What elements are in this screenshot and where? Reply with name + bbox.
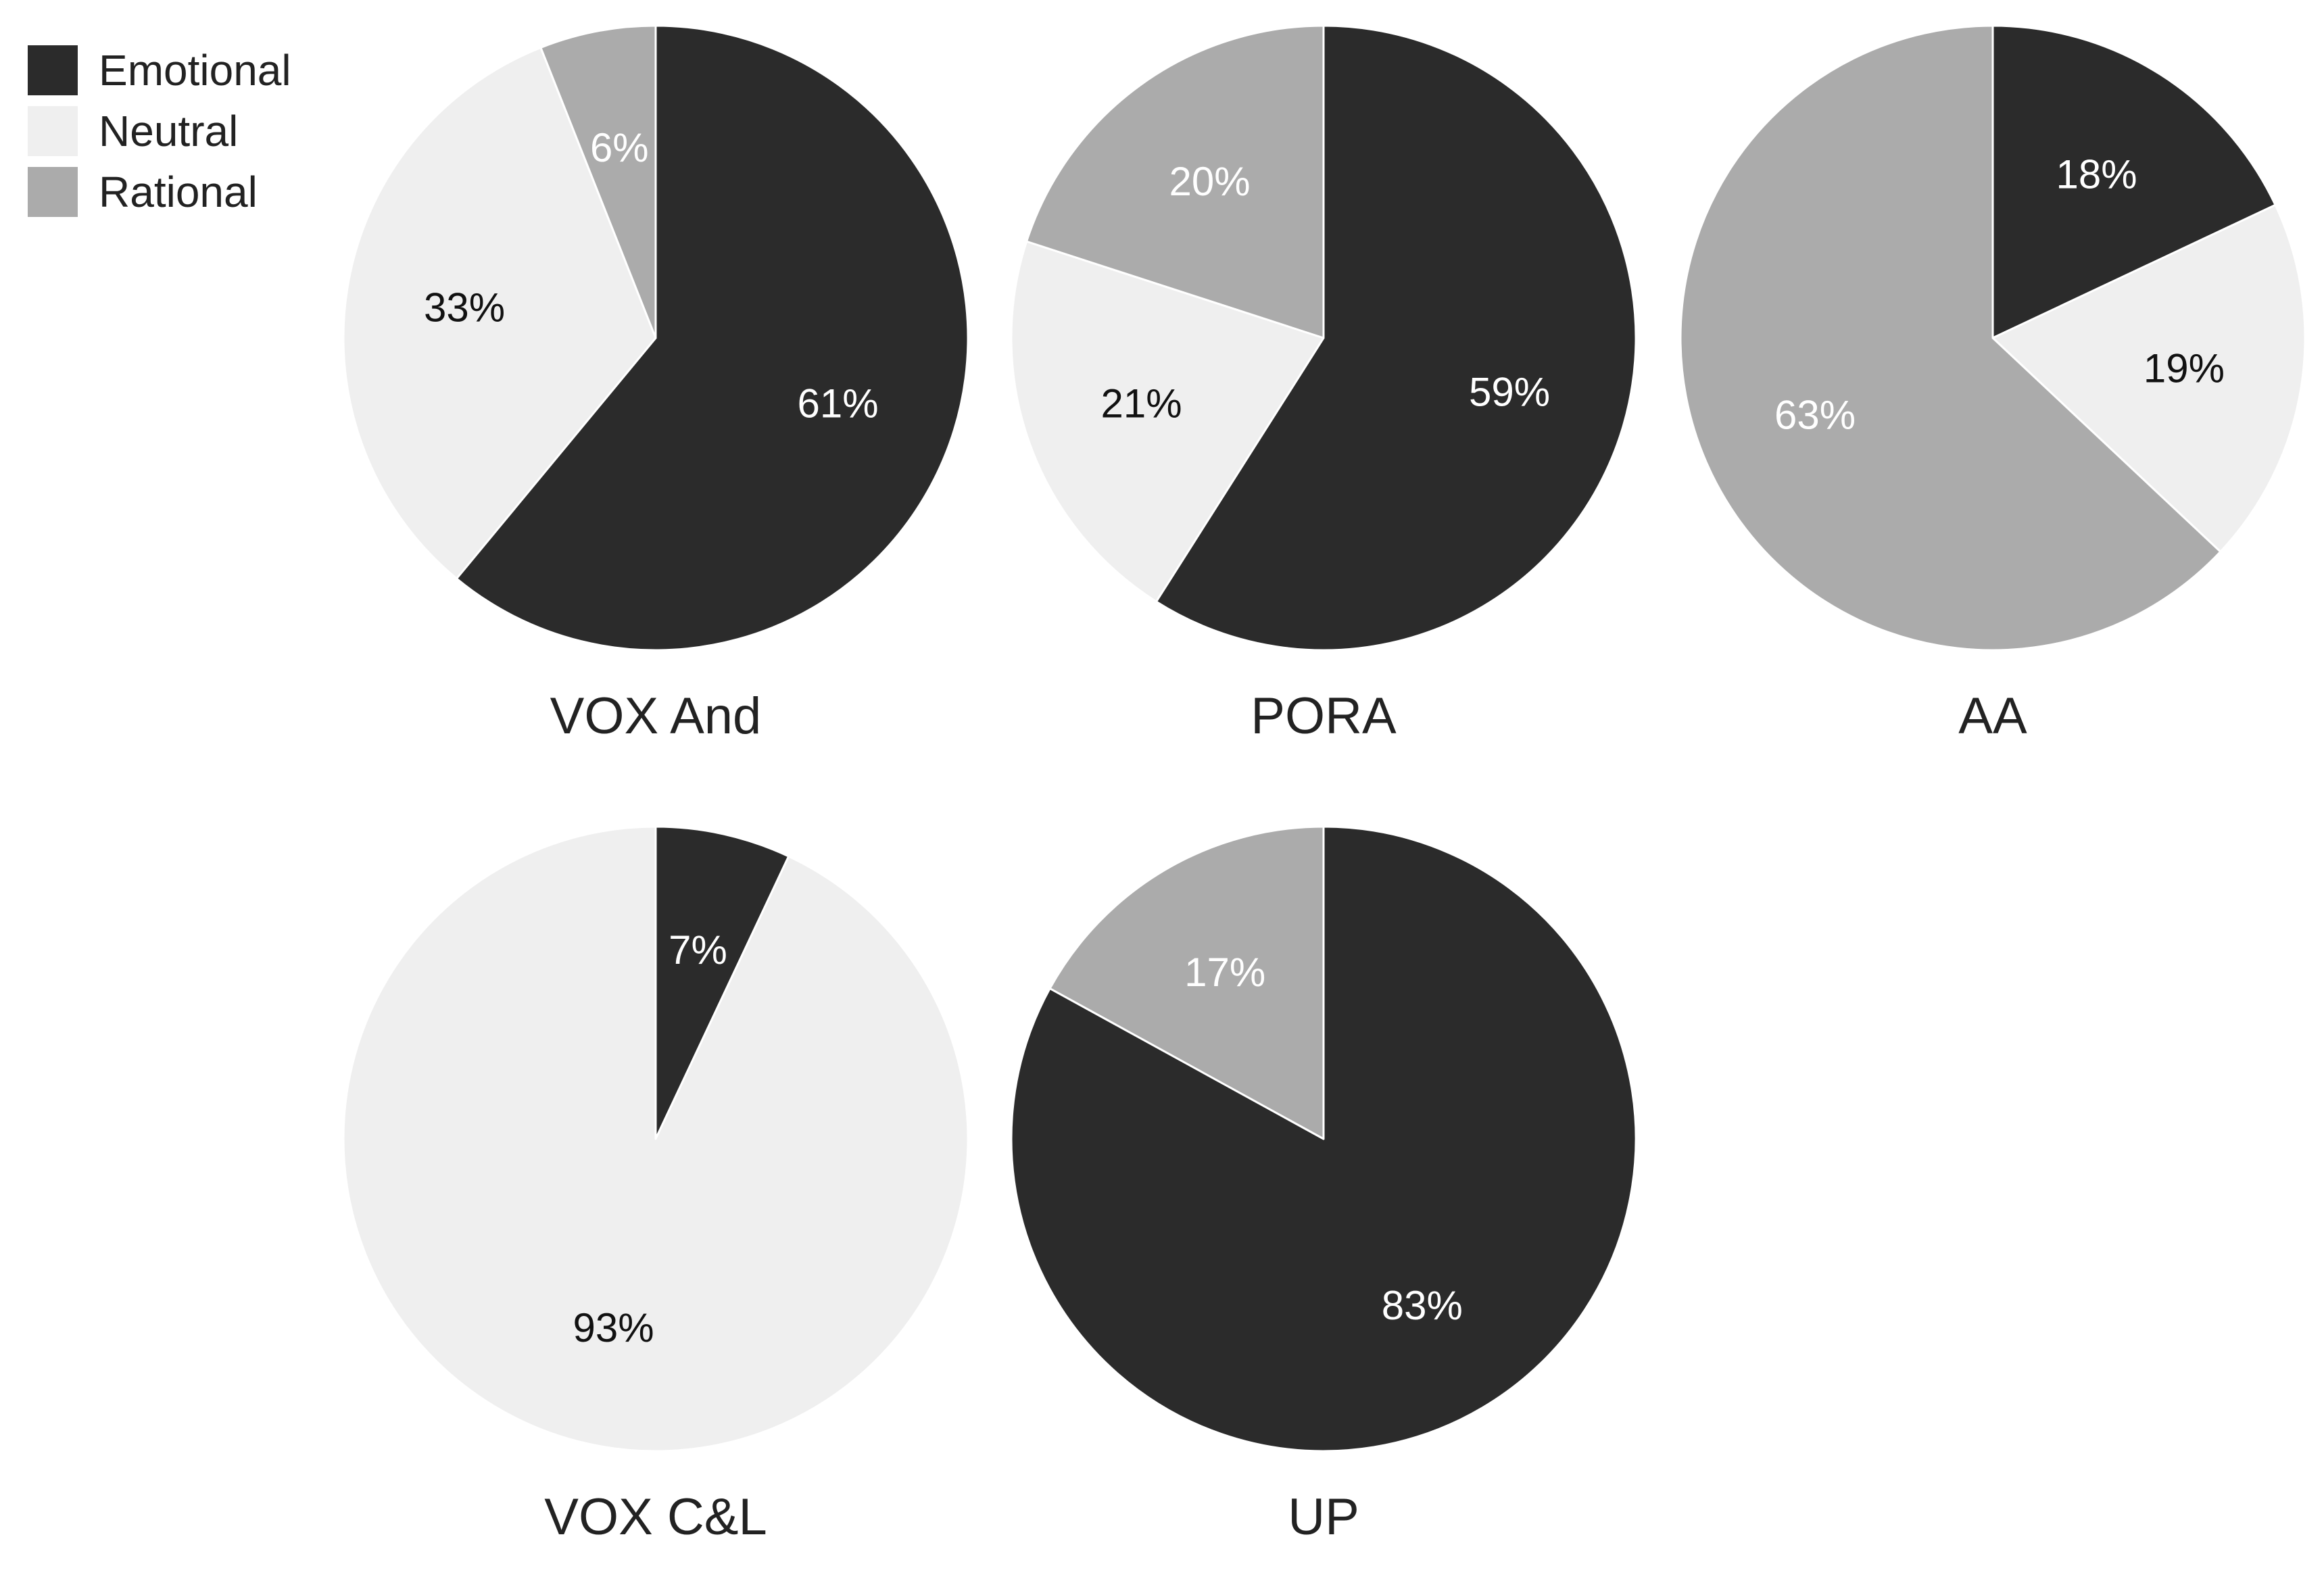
pie-slice-vox-and-emotional xyxy=(456,24,969,652)
pie-data-label-vox-and-emotional: 61% xyxy=(797,381,878,426)
legend-label-neutral: Neutral xyxy=(99,107,238,155)
pie-slice-vox-c-l-neutral xyxy=(342,825,969,1452)
pie-slice-aa-neutral xyxy=(1991,203,2306,553)
pie-slice-vox-and-neutral xyxy=(342,46,657,580)
legend-swatch-neutral xyxy=(26,105,79,157)
pie-data-label-up-rational: 17% xyxy=(1184,950,1265,995)
pie-title-vox-and: VOX And xyxy=(550,687,762,745)
legend-label-emotional: Emotional xyxy=(99,46,291,95)
pie-pora: 59% 21% 20% PORA xyxy=(1010,24,1637,745)
pie-title-up: UP xyxy=(1288,1488,1359,1546)
legend-label-rational: Rational xyxy=(99,168,258,216)
pie-vox-and: 61% 33% 6% VOX And xyxy=(342,24,969,745)
pie-slice-vox-c-l-emotional xyxy=(654,825,790,1140)
pie-data-label-up-emotional: 83% xyxy=(1382,1283,1463,1328)
pie-data-label-aa-emotional: 18% xyxy=(2056,152,2137,197)
pie-slice-aa-rational xyxy=(1679,24,2222,652)
pie-data-label-vox-and-neutral: 33% xyxy=(424,285,505,331)
pie-slice-vox-and-rational xyxy=(539,24,657,339)
legend: Emotional Neutral Rational xyxy=(26,44,291,218)
pie-slice-pora-neutral xyxy=(1010,240,1325,603)
pie-aa: 18% 19% 63% AA xyxy=(1679,24,2306,745)
pie-data-label-vox-c-l-neutral: 93% xyxy=(573,1305,654,1350)
pie-slice-pora-rational xyxy=(1025,24,1325,339)
pie-grid: 61% 33% 6% VOX And 59% 21% 20% PORA 18% 19% 63% AA 7… xyxy=(342,24,2306,1546)
pie-title-vox-c-l: VOX C&L xyxy=(544,1488,767,1546)
pie-slice-aa-emotional xyxy=(1991,24,2277,339)
pie-up: 83% 17% UP xyxy=(1010,825,1637,1546)
pie-vox-c-l: 7% 93% VOX C&L xyxy=(342,825,969,1546)
pie-title-aa: AA xyxy=(1958,687,2027,745)
pie-slice-pora-emotional xyxy=(1155,24,1637,652)
legend-swatch-rational xyxy=(26,166,79,218)
pie-slice-up-emotional xyxy=(1010,825,1637,1452)
pie-slice-up-rational xyxy=(1048,825,1325,1140)
pie-data-label-aa-neutral: 19% xyxy=(2144,345,2225,391)
pie-data-label-vox-c-l-emotional: 7% xyxy=(669,927,727,973)
legend-swatch-emotional xyxy=(26,44,79,97)
pie-data-label-aa-rational: 63% xyxy=(1774,392,1856,437)
pie-data-label-pora-emotional: 59% xyxy=(1469,369,1550,414)
pie-data-label-pora-neutral: 21% xyxy=(1100,381,1182,426)
pie-data-label-pora-rational: 20% xyxy=(1169,159,1251,204)
pie-title-pora: PORA xyxy=(1251,687,1397,745)
pie-data-label-vox-and-rational: 6% xyxy=(590,125,649,170)
